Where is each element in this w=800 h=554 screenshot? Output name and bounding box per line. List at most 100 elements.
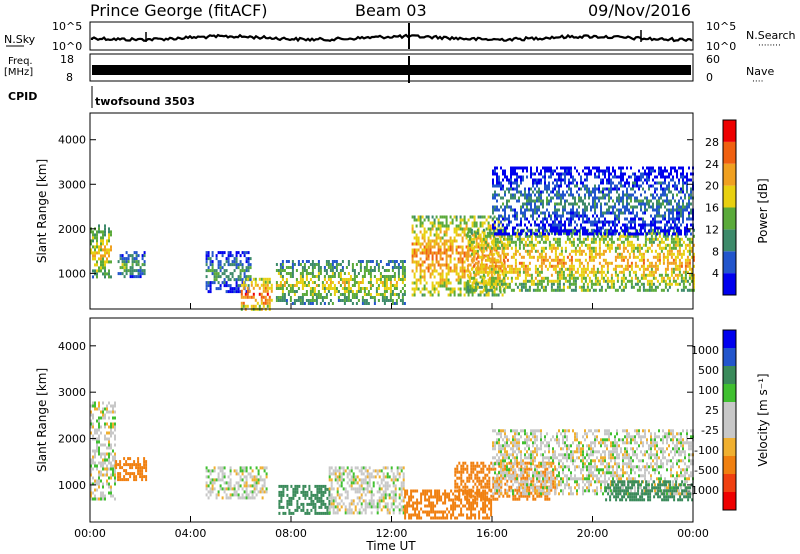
echo-cell bbox=[602, 220, 604, 224]
echo-cell bbox=[602, 226, 604, 230]
echo-cell bbox=[209, 260, 212, 264]
echo-cell bbox=[642, 166, 644, 170]
echo-cell bbox=[514, 276, 517, 280]
echo-cell bbox=[219, 266, 222, 270]
echo-cell bbox=[686, 270, 689, 274]
echo-cell bbox=[612, 232, 614, 236]
echo-cell bbox=[544, 228, 547, 232]
echo-cell bbox=[688, 240, 691, 244]
echo-cell bbox=[526, 232, 528, 236]
echo-cell bbox=[447, 248, 450, 252]
echo-cell bbox=[287, 284, 290, 287]
echo-cell bbox=[102, 248, 104, 252]
echo-cell bbox=[544, 234, 547, 238]
echo-cell bbox=[94, 263, 96, 267]
echo-cell bbox=[640, 246, 643, 250]
echo-cell bbox=[530, 199, 532, 203]
echo-cell bbox=[494, 243, 497, 247]
echo-cell bbox=[620, 276, 623, 280]
echo-cell bbox=[546, 217, 548, 221]
power-colorbar-tick: 8 bbox=[712, 245, 719, 258]
echo-cell bbox=[104, 494, 106, 498]
echo-cell bbox=[506, 234, 509, 238]
echo-cell bbox=[90, 497, 92, 501]
echo-cell bbox=[98, 230, 100, 234]
echo-cell bbox=[672, 252, 675, 256]
echo-cell bbox=[534, 276, 537, 280]
echo-cell bbox=[506, 282, 509, 286]
echo-cell bbox=[492, 243, 495, 247]
echo-cell bbox=[598, 288, 601, 292]
echo-cell bbox=[283, 281, 286, 284]
echo-cell bbox=[315, 302, 318, 305]
echo-cell bbox=[650, 199, 652, 203]
echo-cell bbox=[114, 467, 116, 471]
echo-cell bbox=[614, 229, 616, 233]
echo-cell bbox=[249, 257, 252, 261]
echo-cell bbox=[278, 490, 281, 494]
echo-cell bbox=[510, 193, 512, 197]
echo-cell bbox=[242, 295, 245, 299]
echo-cell bbox=[439, 227, 442, 231]
echo-cell bbox=[102, 443, 104, 447]
echo-cell bbox=[662, 190, 664, 194]
echo-cell bbox=[371, 260, 374, 263]
echo-cell bbox=[572, 240, 575, 244]
echo-cell bbox=[678, 166, 680, 170]
echo-cell bbox=[510, 187, 512, 191]
echo-cell bbox=[285, 266, 288, 269]
echo-cell bbox=[242, 301, 245, 305]
echo-cell bbox=[640, 172, 642, 176]
echo-cell bbox=[92, 491, 94, 495]
echo-cell bbox=[233, 487, 236, 491]
echo-cell bbox=[650, 288, 653, 292]
echo-cell bbox=[562, 270, 565, 274]
echo-cell bbox=[323, 287, 326, 290]
echo-cell bbox=[92, 425, 94, 429]
echo-cell bbox=[558, 267, 561, 271]
echo-cell bbox=[514, 252, 517, 256]
echo-cell bbox=[660, 184, 662, 188]
echo-cell bbox=[546, 208, 548, 212]
echo-cell bbox=[100, 443, 102, 447]
echo-cell bbox=[496, 282, 499, 286]
echo-cell bbox=[614, 187, 616, 191]
echo-cell bbox=[92, 251, 94, 255]
echo-cell bbox=[518, 232, 520, 236]
echo-cell bbox=[648, 231, 651, 235]
echo-cell bbox=[630, 226, 632, 230]
echo-cell bbox=[108, 410, 110, 414]
echo-cell bbox=[333, 272, 336, 275]
echo-cell bbox=[318, 496, 321, 500]
echo-cell bbox=[209, 263, 212, 267]
echo-cell bbox=[106, 431, 108, 435]
echo-cell bbox=[327, 275, 330, 278]
echo-cell bbox=[670, 234, 673, 238]
echo-cell bbox=[598, 270, 601, 274]
echo-cell bbox=[285, 302, 288, 305]
echo-cell bbox=[530, 193, 532, 197]
echo-cell bbox=[367, 272, 370, 275]
echo-cell bbox=[588, 255, 591, 259]
echo-cell bbox=[399, 266, 402, 269]
echo-cell bbox=[544, 187, 546, 191]
echo-cell bbox=[114, 479, 116, 483]
echo-cell bbox=[114, 443, 116, 447]
echo-cell bbox=[304, 493, 307, 497]
echo-cell bbox=[642, 273, 645, 277]
echo-cell bbox=[123, 266, 126, 270]
echo-cell bbox=[602, 240, 605, 244]
echo-cell bbox=[293, 299, 296, 302]
echo-cell bbox=[233, 269, 236, 273]
echo-cell bbox=[556, 264, 559, 268]
echo-cell bbox=[240, 295, 243, 299]
echo-cell bbox=[606, 234, 609, 238]
echo-cell bbox=[532, 214, 534, 218]
echo-cell bbox=[231, 254, 234, 258]
echo-cell bbox=[516, 211, 518, 215]
echo-cell bbox=[670, 252, 673, 256]
echo-cell bbox=[560, 270, 563, 274]
velocity-echoes bbox=[90, 401, 694, 520]
echo-cell bbox=[433, 221, 436, 225]
